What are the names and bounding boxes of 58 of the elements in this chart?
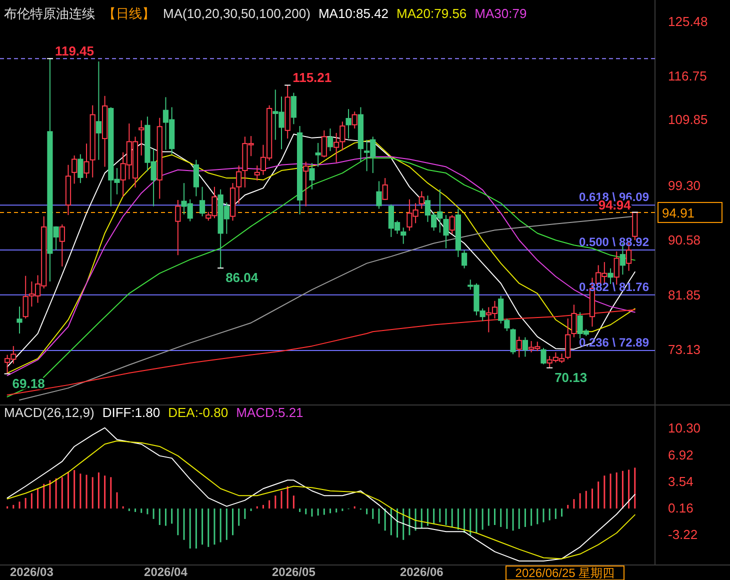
y-tick-label: 125.48 [668,14,708,29]
candlestick [376,180,382,210]
candlestick [193,159,199,197]
annotation: 86.04 [226,270,259,286]
text: MA10:85.42 [318,6,389,21]
candlestick [96,60,102,160]
y-tick-label: 90.58 [668,232,701,248]
y-tick-label: 81.85 [668,287,701,302]
candlestick [65,164,72,216]
candlestick [236,165,242,204]
y-tick-label: 99.30 [668,178,701,193]
text: DEA:-0.80 [168,405,228,420]
candlestick [156,117,162,200]
x-tick-label: 2026/05 [272,565,316,579]
candlestick [571,304,577,338]
candlestick [315,142,321,168]
y-tick-label: 3.54 [668,474,694,489]
candlestick [516,336,522,358]
annotation: 115.21 [292,70,332,86]
candlestick [16,306,22,334]
ref-line-label: 0.500 \ 88.92 [578,235,650,250]
annotation: MA(10,20,30,50,100,200) [163,6,310,21]
candlestick [199,186,206,217]
candlestick [614,250,620,286]
candlestick [175,199,181,256]
series-label: DIFF:1.80 [102,405,160,420]
candlestick [346,108,352,140]
chart-title: 布伦特原油连续 [4,6,95,21]
x-tick-label: 2026/04 [144,565,188,579]
candlestick [296,126,303,215]
y-tick-label: 0.16 [668,500,694,516]
candlestick [102,95,108,168]
x-tick-label: 2026/03 [10,565,54,579]
chart-subtitle: 【日线】 [103,6,155,21]
text: MA20:79.56 [396,6,467,21]
candlestick [284,84,290,140]
annotation: MACD(26,12,9) [4,405,94,420]
y-tick-label: 6.92 [668,447,694,462]
annotation: 119.45 [54,44,94,59]
x-tick-label: 2026/06 [400,565,444,579]
annotation: 70.13 [554,370,588,385]
candlestick [358,106,364,162]
candlestick [84,143,90,179]
y-tick-label: 116.75 [668,68,707,84]
y-tick-label: 10.30 [668,420,701,436]
candlestick [334,132,340,163]
ref-line-label: 94.91 [662,205,695,220]
candlestick [418,190,424,210]
candlestick [138,120,144,156]
y-tick-label: -3.22 [668,526,698,542]
candlestick [608,268,614,284]
candlestick [90,104,96,178]
text: 2026/06/25 星期四 [515,566,615,580]
annotation: MACD:5.21 [236,405,304,420]
candlestick [461,250,468,269]
y-tick-label: 73.13 [668,342,701,358]
text: MA30:79 [474,6,527,21]
y-tick-label: 109.85 [668,112,708,127]
